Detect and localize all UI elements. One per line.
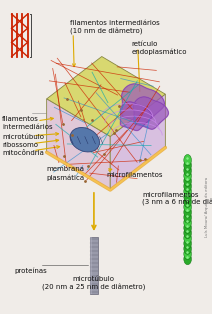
Text: ribossomo: ribossomo: [2, 142, 38, 148]
Text: membrana
plasmática: membrana plasmática: [47, 166, 85, 181]
Text: filamentos intermediários
(10 nm de diâmetro): filamentos intermediários (10 nm de diâm…: [70, 20, 160, 35]
Circle shape: [184, 207, 191, 218]
Circle shape: [184, 248, 191, 259]
Circle shape: [184, 181, 191, 192]
Polygon shape: [122, 84, 165, 123]
Circle shape: [184, 222, 191, 234]
Circle shape: [184, 212, 191, 223]
Circle shape: [184, 170, 191, 181]
Text: Luís Moura/ Arquivo da editora: Luís Moura/ Arquivo da editora: [205, 177, 209, 237]
Circle shape: [184, 165, 191, 176]
Circle shape: [184, 201, 191, 213]
Circle shape: [184, 238, 191, 249]
Polygon shape: [110, 94, 165, 190]
Circle shape: [184, 233, 191, 244]
Polygon shape: [120, 102, 151, 131]
Polygon shape: [47, 57, 165, 137]
Polygon shape: [134, 97, 168, 129]
Circle shape: [184, 191, 191, 202]
Text: mitocôndria: mitocôndria: [2, 150, 44, 156]
Text: retículo
endoplasmático: retículo endoplasmático: [131, 41, 187, 55]
Circle shape: [184, 154, 191, 166]
Circle shape: [184, 186, 191, 197]
FancyBboxPatch shape: [90, 237, 92, 294]
Circle shape: [184, 243, 191, 254]
Text: proteínas: proteínas: [15, 268, 47, 274]
FancyBboxPatch shape: [90, 237, 98, 294]
Polygon shape: [47, 99, 110, 190]
Circle shape: [184, 227, 191, 239]
Circle shape: [184, 196, 191, 208]
Text: filamentos
intermediários: filamentos intermediários: [2, 116, 53, 130]
Text: microfilamentos
(3 nm a 6 nm de diâmetro): microfilamentos (3 nm a 6 nm de diâmetro…: [142, 192, 212, 206]
Ellipse shape: [70, 127, 99, 152]
Circle shape: [184, 253, 191, 265]
Circle shape: [184, 175, 191, 187]
Text: microtúbulo: microtúbulo: [2, 134, 44, 140]
Text: microtúbulo
(20 nm a 25 nm de diâmetro): microtúbulo (20 nm a 25 nm de diâmetro): [42, 276, 145, 291]
Circle shape: [184, 217, 191, 228]
Text: microfilamentos: microfilamentos: [106, 172, 163, 178]
Circle shape: [184, 160, 191, 171]
